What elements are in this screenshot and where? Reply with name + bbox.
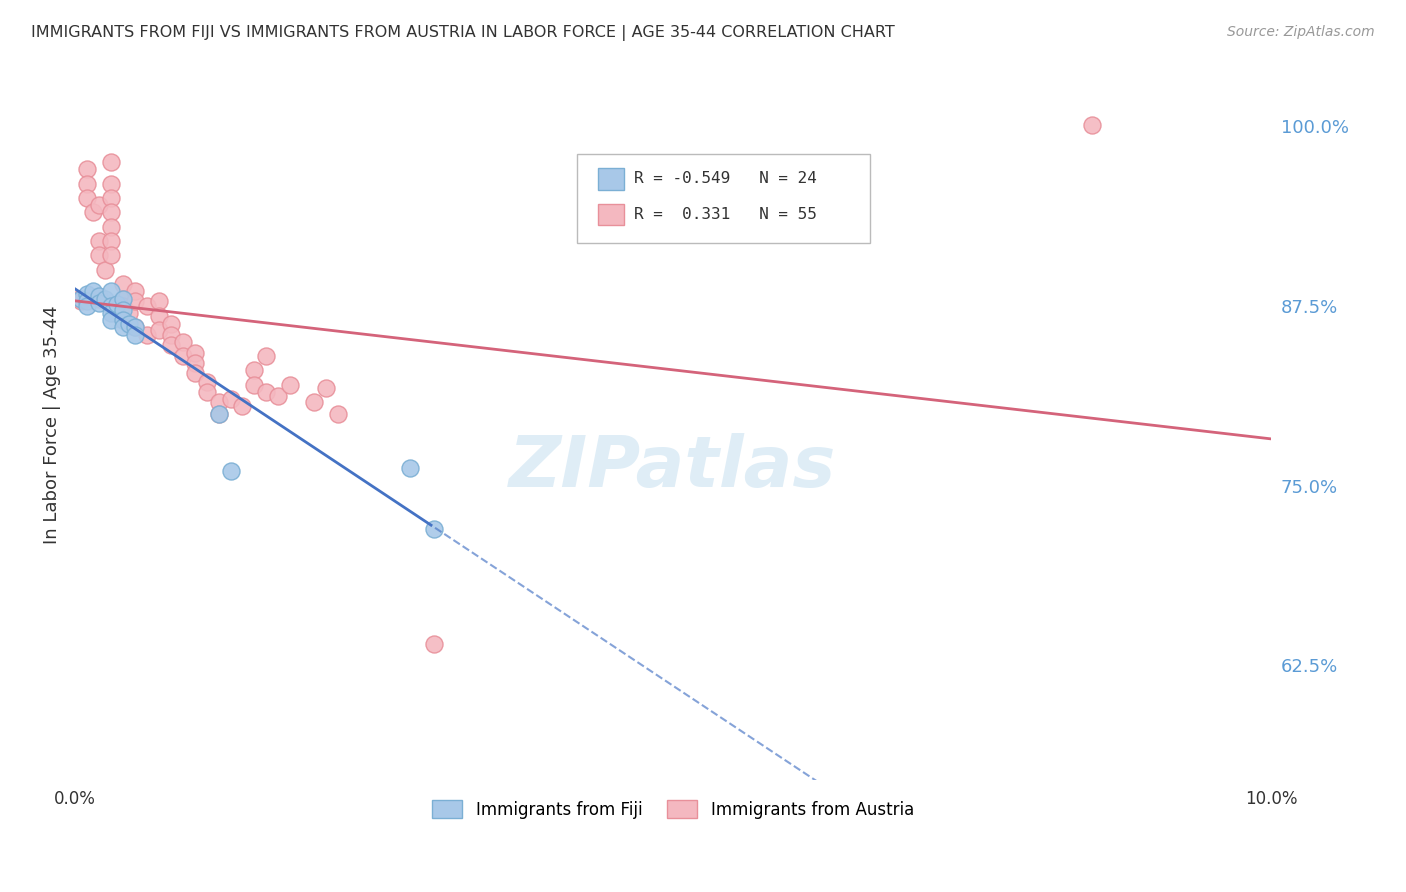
Point: [100, 248, 122, 262]
Point: [423, 637, 446, 651]
Point: [76, 162, 98, 177]
Point: [70, 292, 93, 306]
Point: [94, 263, 117, 277]
Point: [111, 313, 134, 327]
Point: [328, 407, 350, 421]
Point: [124, 320, 146, 334]
Point: [87, 292, 110, 306]
Point: [1080, 118, 1102, 132]
Point: [148, 309, 170, 323]
Point: [124, 320, 146, 334]
Point: [87, 296, 110, 310]
Point: [135, 299, 157, 313]
Point: [111, 303, 134, 318]
Point: [254, 349, 277, 363]
Point: [219, 464, 242, 478]
Point: [399, 461, 422, 475]
Point: [278, 377, 301, 392]
FancyBboxPatch shape: [598, 169, 624, 189]
Text: Source: ZipAtlas.com: Source: ZipAtlas.com: [1227, 25, 1375, 39]
Point: [243, 377, 266, 392]
Point: [195, 375, 218, 389]
Point: [118, 318, 141, 332]
Point: [219, 392, 242, 407]
Point: [100, 313, 122, 327]
Point: [111, 299, 134, 313]
Point: [118, 306, 141, 320]
Point: [423, 522, 446, 536]
Point: [172, 349, 194, 363]
FancyBboxPatch shape: [578, 154, 870, 243]
Point: [124, 327, 146, 342]
Point: [159, 337, 181, 351]
Point: [100, 285, 122, 299]
Point: [172, 334, 194, 349]
Point: [124, 294, 146, 309]
Point: [183, 346, 205, 360]
Point: [76, 299, 98, 313]
Point: [135, 327, 157, 342]
Text: IMMIGRANTS FROM FIJI VS IMMIGRANTS FROM AUSTRIA IN LABOR FORCE | AGE 35-44 CORRE: IMMIGRANTS FROM FIJI VS IMMIGRANTS FROM …: [31, 25, 894, 41]
Point: [76, 191, 98, 205]
Point: [159, 318, 181, 332]
Point: [111, 292, 134, 306]
Point: [70, 294, 93, 309]
Point: [100, 177, 122, 191]
Point: [315, 381, 337, 395]
Point: [111, 292, 134, 306]
Point: [111, 320, 134, 334]
Point: [231, 400, 253, 414]
Point: [159, 327, 181, 342]
Point: [100, 155, 122, 169]
Point: [94, 292, 117, 306]
Point: [207, 407, 229, 421]
Point: [87, 198, 110, 212]
Point: [254, 385, 277, 400]
Text: R = -0.549   N = 24: R = -0.549 N = 24: [634, 171, 817, 186]
Point: [148, 294, 170, 309]
Point: [87, 248, 110, 262]
Y-axis label: In Labor Force | Age 35-44: In Labor Force | Age 35-44: [44, 305, 60, 544]
Point: [207, 395, 229, 409]
Point: [183, 367, 205, 381]
Point: [111, 277, 134, 292]
FancyBboxPatch shape: [598, 203, 624, 225]
Point: [67, 292, 90, 306]
Point: [124, 285, 146, 299]
Point: [87, 234, 110, 248]
Text: R =  0.331   N = 55: R = 0.331 N = 55: [634, 207, 817, 222]
Point: [76, 294, 98, 309]
Point: [100, 205, 122, 219]
Legend: Immigrants from Fiji, Immigrants from Austria: Immigrants from Fiji, Immigrants from Au…: [426, 793, 921, 825]
Point: [302, 395, 325, 409]
Point: [76, 177, 98, 191]
Point: [82, 285, 104, 299]
Point: [82, 205, 104, 219]
Point: [195, 385, 218, 400]
Point: [100, 234, 122, 248]
Point: [100, 299, 122, 313]
Point: [148, 323, 170, 337]
Point: [100, 306, 122, 320]
Point: [207, 407, 229, 421]
Point: [183, 356, 205, 370]
Text: ZIPatlas: ZIPatlas: [509, 433, 837, 501]
Point: [76, 287, 98, 301]
Point: [267, 389, 290, 403]
Point: [105, 297, 128, 311]
Point: [87, 289, 110, 303]
Point: [100, 219, 122, 234]
Point: [243, 363, 266, 377]
Point: [100, 191, 122, 205]
